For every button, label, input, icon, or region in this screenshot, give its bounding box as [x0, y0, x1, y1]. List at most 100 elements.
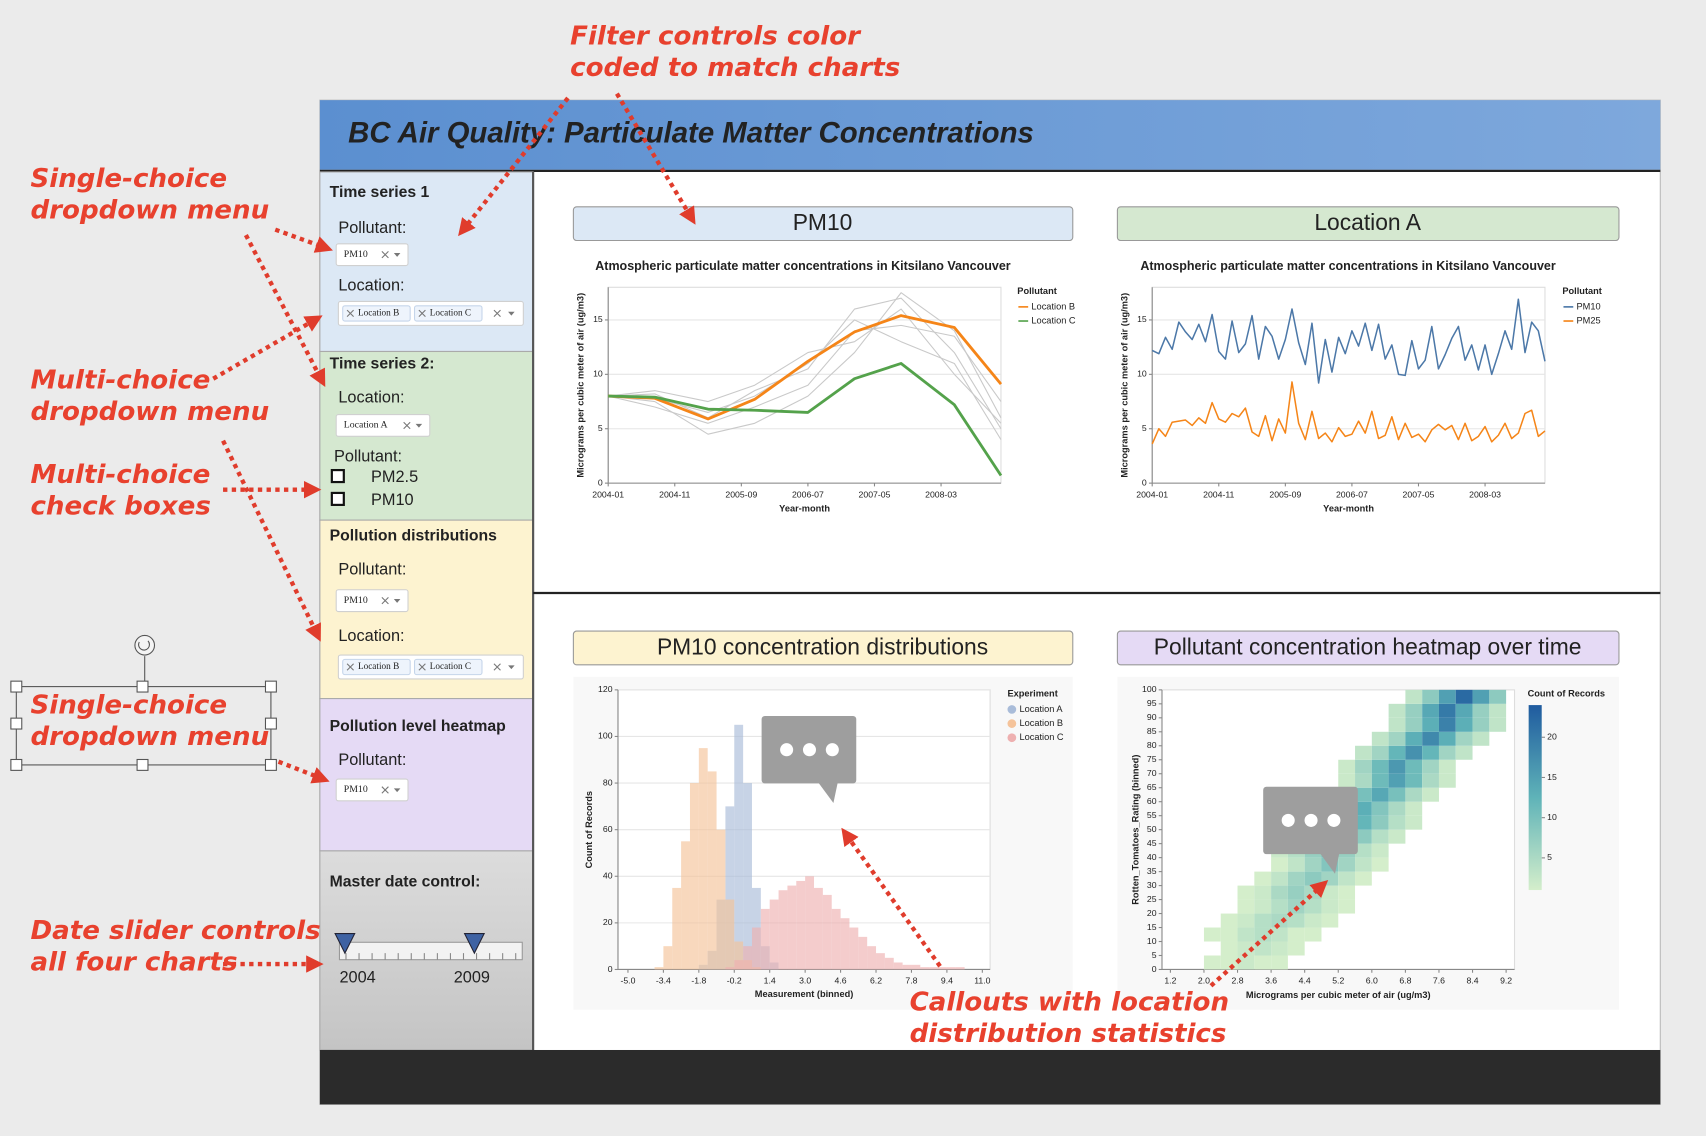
multi-select[interactable]: Location B Location C: [337, 300, 524, 326]
heatmap-cell: [1438, 717, 1456, 732]
heatmap-cell: [1438, 703, 1456, 718]
histogram-bar: [760, 908, 770, 970]
histogram-bar: [743, 946, 752, 970]
heatmap-cell: [1338, 857, 1356, 872]
legend-label: Location A: [1019, 704, 1063, 714]
heatmap-cell: [1321, 899, 1339, 914]
histogram-bar: [884, 957, 894, 970]
heatmap-cell: [1338, 871, 1356, 886]
heatmap-cell: [1220, 955, 1238, 970]
y-tick-label: 10: [1147, 936, 1157, 946]
x-tick-label: 4.6: [835, 976, 847, 986]
panel-title: PM10 concentration distributions: [657, 634, 988, 660]
chart: 0 5 10 15 2004-01 2004-11 2005-09 2006-07 2007-0…: [1119, 259, 1601, 514]
heatmap-cell: [1371, 843, 1389, 858]
control-label: Pollutant:: [334, 447, 402, 465]
heatmap-cell: [1405, 759, 1423, 774]
heatmap-cell: [1355, 773, 1372, 788]
heatmap-cell: [1338, 885, 1356, 900]
section-title: Master date control:: [330, 874, 481, 891]
heatmap-cell: [1422, 717, 1439, 732]
y-tick-label: 5: [1142, 423, 1147, 433]
heatmap-cell: [1338, 759, 1356, 774]
selection-frame: [10, 634, 277, 771]
heatmap-cell: [1422, 787, 1439, 802]
clear-icon: [346, 663, 354, 671]
tag[interactable]: [342, 658, 411, 676]
slider-thumb[interactable]: [334, 933, 356, 955]
heatmap-cell: [1287, 927, 1305, 942]
tag-label: Location C: [430, 308, 471, 318]
x-tick-label: 2006-07: [792, 489, 824, 499]
x-axis-title: Measurement (binned): [755, 989, 854, 999]
annotation-text: Filter controls color: [570, 22, 862, 52]
heatmap-cell: [1355, 787, 1372, 802]
heatmap-cell: [1388, 759, 1406, 774]
heatmap-cell: [1489, 689, 1507, 704]
dropdown[interactable]: PM10: [335, 778, 409, 802]
histogram-bar: [769, 899, 779, 970]
heatmap-cell: [1455, 689, 1473, 704]
dropdown-value: PM10: [344, 784, 368, 795]
heatmap-cell: [1405, 731, 1423, 746]
x-tick-label: 4.4: [1299, 976, 1311, 986]
y-tick-label: 85: [1147, 726, 1157, 736]
panel-title: Pollutant concentration heatmap over tim…: [1154, 634, 1582, 660]
dropdown-value: Location A: [344, 420, 388, 431]
multi-select[interactable]: Location B Location C: [337, 654, 524, 680]
date-slider[interactable]: [334, 933, 523, 961]
heatmap-cell: [1422, 745, 1439, 760]
tag[interactable]: [342, 305, 411, 322]
heatmap-cell: [1220, 941, 1238, 956]
tag-label: Location C: [430, 661, 471, 671]
tag[interactable]: [413, 305, 483, 322]
heatmap-cell: [1388, 731, 1406, 746]
histogram-bar: [689, 783, 699, 970]
legend-label: PM10: [1577, 301, 1601, 311]
y-tick-label: 65: [1147, 782, 1157, 792]
background-line: [608, 308, 1002, 424]
heatmap-cell: [1338, 773, 1356, 788]
y-tick-label: 25: [1147, 894, 1157, 904]
heatmap-cell: [1321, 885, 1339, 900]
control-label: Pollutant:: [338, 751, 406, 769]
y-axis-title: Count of Records: [584, 791, 594, 868]
heatmap-cell: [1422, 731, 1439, 746]
tag[interactable]: [413, 658, 483, 676]
histogram-bar: [743, 783, 752, 970]
checkbox[interactable]: [330, 491, 345, 506]
heatmap-cell: [1422, 773, 1439, 788]
histogram-bar: [876, 953, 885, 970]
heatmap-cell: [1287, 871, 1305, 886]
callout-bubble: [761, 715, 857, 804]
histogram-bar: [654, 967, 664, 970]
legend-tick-label: 20: [1547, 732, 1557, 742]
x-tick-label: 2004-11: [1203, 489, 1234, 499]
checkbox[interactable]: [330, 468, 345, 484]
histogram-bar: [822, 894, 832, 970]
dropdown[interactable]: Location A: [335, 414, 431, 437]
clear-icon: [381, 251, 389, 259]
y-tick-label: 5: [1152, 950, 1157, 960]
dropdown-value: PM10: [344, 595, 368, 606]
histogram-bar: [734, 941, 744, 970]
slider-thumb[interactable]: [463, 933, 486, 955]
annotation-text: dropdown menu: [30, 397, 269, 427]
dropdown[interactable]: PM10: [335, 589, 409, 613]
y-axis-title: Micrograms per cubic meter of air (ug/m3…: [575, 293, 585, 478]
heatmap-cell: [1271, 871, 1288, 886]
chart-title: Atmospheric particulate matter concentra…: [595, 259, 1011, 273]
x-tick-label: 2005-09: [1269, 489, 1301, 499]
heatmap-cell: [1287, 941, 1305, 956]
dropdown[interactable]: PM10: [335, 243, 409, 267]
y-tick-label: 30: [1147, 880, 1157, 890]
heatmap-cell: [1220, 913, 1238, 928]
heatmap-cell: [1355, 815, 1372, 830]
histogram-bar: [938, 967, 947, 970]
panel-header: [572, 630, 1074, 666]
heatmap-cell: [1489, 703, 1507, 718]
annotation-text: Multi-choice: [30, 460, 210, 490]
y-tick-label: 20: [1147, 908, 1157, 918]
x-tick-label: 8.4: [1467, 976, 1479, 986]
